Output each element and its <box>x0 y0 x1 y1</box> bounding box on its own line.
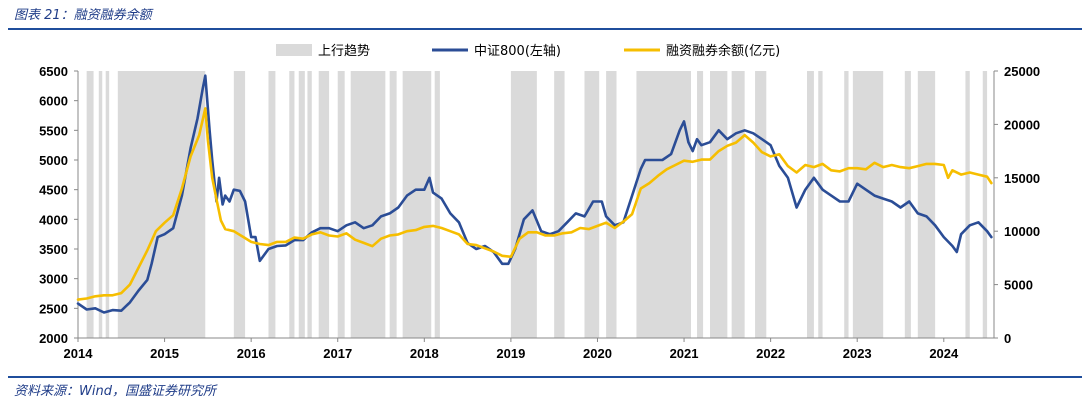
legend-label-uptrend: 上行趋势 <box>318 43 370 59</box>
uptrend-band <box>298 71 305 338</box>
uptrend-band <box>755 71 767 338</box>
x-tick-label: 2019 <box>496 346 525 361</box>
x-tick-label: 2015 <box>150 346 179 361</box>
uptrend-band <box>852 71 884 338</box>
y-left-tick-label: 2500 <box>39 301 68 316</box>
uptrend-band <box>904 71 911 338</box>
x-tick-label: 2021 <box>670 346 699 361</box>
y-left-tick-labels: 2000 2500 3000 3500 4000 4500 5000 5500 6000 6500 <box>39 64 68 346</box>
y-left-tick-label: 5500 <box>39 123 68 138</box>
uptrend-band <box>402 71 432 338</box>
uptrend-band <box>98 71 103 338</box>
y-left-tick-label: 3500 <box>39 242 68 257</box>
uptrend-band <box>337 71 345 338</box>
uptrend-band <box>233 71 246 338</box>
y-left-tick-label: 4000 <box>39 212 68 227</box>
uptrend-band <box>606 71 617 338</box>
figure-title: 图表 21：融资融券余额 <box>14 8 152 23</box>
y-left-tick-label: 5000 <box>39 153 68 168</box>
x-tick-label: 2023 <box>843 346 872 361</box>
uptrend-bands <box>86 71 988 338</box>
x-tick-label: 2018 <box>410 346 439 361</box>
y-left-tick-label: 3000 <box>39 272 68 287</box>
uptrend-band <box>434 71 440 338</box>
uptrend-band <box>818 71 823 338</box>
x-tick-labels: 2014 2015 2016 2017 2018 2019 2020 2021 2022 2023… <box>64 346 959 361</box>
uptrend-band <box>636 71 691 338</box>
uptrend-band <box>806 71 814 338</box>
x-tick-label: 2020 <box>583 346 612 361</box>
legend-label-margin: 融资融券余额(亿元) <box>666 43 780 59</box>
y-left-tick-label: 6500 <box>39 64 68 79</box>
legend-label-csi800: 中证800(左轴) <box>474 44 561 59</box>
y-right-tick-label: 25000 <box>1004 64 1040 79</box>
y-right-tick-label: 15000 <box>1004 171 1040 186</box>
legend-swatch-uptrend <box>276 44 312 56</box>
y-right-tick-labels: 0 5000 10000 15000 20000 25000 <box>1004 64 1040 346</box>
y-right-tick-label: 10000 <box>1004 224 1040 239</box>
uptrend-band <box>844 71 849 338</box>
y-right-tick-label: 20000 <box>1004 117 1040 132</box>
title-divider <box>8 28 1082 30</box>
figure-source: 资料来源：Wind，国盛证券研究所 <box>14 384 216 399</box>
x-tick-label: 2024 <box>929 346 959 361</box>
uptrend-band <box>510 71 537 338</box>
uptrend-band <box>710 71 728 338</box>
chart: 2014 2015 2016 2017 2018 2019 2020 2021 2022 2023… <box>39 43 1040 361</box>
uptrend-band <box>917 71 936 338</box>
uptrend-band <box>289 71 295 338</box>
margin-balance-line <box>76 107 993 301</box>
y-left-tick-label: 4500 <box>39 183 68 198</box>
uptrend-band <box>318 71 330 338</box>
uptrend-band <box>697 71 704 338</box>
uptrend-band <box>268 71 276 338</box>
uptrend-band <box>389 71 397 338</box>
x-tick-label: 2014 <box>64 346 94 361</box>
uptrend-band <box>982 71 988 338</box>
uptrend-band <box>117 71 206 338</box>
uptrend-band <box>105 71 110 338</box>
uptrend-band <box>731 71 745 338</box>
y-right-tick-label: 5000 <box>1004 278 1033 293</box>
y-right-tick-label: 0 <box>1004 331 1011 346</box>
uptrend-band <box>350 71 386 338</box>
y-left-tick-label: 2000 <box>39 331 68 346</box>
y-left-tick-label: 6000 <box>39 94 68 109</box>
uptrend-band <box>86 71 94 338</box>
x-tick-label: 2022 <box>756 346 785 361</box>
source-divider <box>8 376 1082 378</box>
series-lines <box>76 74 993 314</box>
uptrend-band <box>307 71 312 338</box>
uptrend-band <box>554 71 565 338</box>
x-tick-label: 2017 <box>323 346 352 361</box>
legend: 上行趋势 中证800(左轴) 融资融券余额(亿元) <box>276 43 780 59</box>
chart-axes <box>74 70 998 342</box>
x-tick-label: 2016 <box>237 346 266 361</box>
uptrend-band <box>965 71 970 338</box>
